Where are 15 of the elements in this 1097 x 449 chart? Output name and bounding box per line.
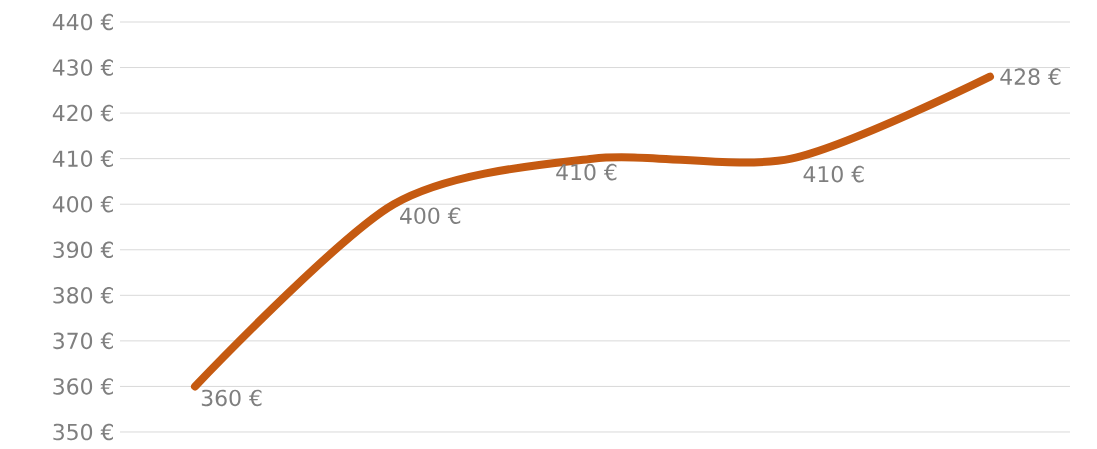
- y-tick-label: 440 €: [52, 13, 113, 31]
- y-tick-label: 390 €: [53, 241, 113, 259]
- y-tick-label: 420 €: [52, 104, 113, 122]
- y-tick-label: 430 €: [52, 59, 113, 76]
- y-tick-label: 400 €: [52, 195, 113, 213]
- data-label: 360 €: [201, 389, 262, 407]
- data-label: 410 €: [556, 163, 617, 181]
- y-tick-label: 350 €: [53, 423, 113, 441]
- y-tick-label: 370 €: [53, 332, 113, 350]
- y-tick-label: 360 €: [53, 378, 113, 395]
- data-label: 410 €: [803, 165, 864, 183]
- y-tick-label: 410 €: [52, 150, 113, 167]
- y-tick-label: 380 €: [53, 287, 113, 304]
- data-label: 400 €: [400, 207, 461, 224]
- data-label: 428 €: [1000, 68, 1061, 85]
